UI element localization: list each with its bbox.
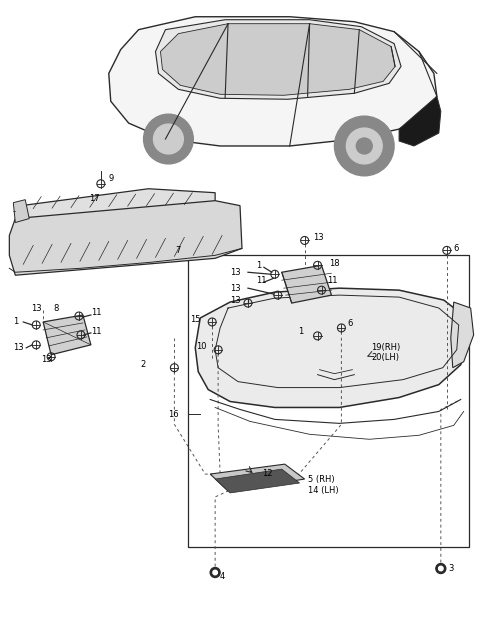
- Text: 1: 1: [298, 328, 303, 336]
- Text: 1: 1: [13, 318, 19, 326]
- Text: 20(LH): 20(LH): [371, 353, 399, 362]
- Circle shape: [436, 564, 446, 573]
- Circle shape: [154, 124, 183, 154]
- Polygon shape: [210, 464, 305, 491]
- Text: 15: 15: [190, 316, 201, 324]
- Text: 4: 4: [220, 572, 226, 581]
- Circle shape: [210, 568, 220, 578]
- Polygon shape: [109, 17, 437, 146]
- Text: 13: 13: [230, 268, 240, 277]
- Text: 13: 13: [230, 284, 240, 293]
- Polygon shape: [9, 201, 242, 275]
- Text: 13: 13: [31, 304, 42, 312]
- Text: 5 (RH): 5 (RH): [308, 474, 334, 484]
- Polygon shape: [399, 96, 441, 146]
- Text: 1: 1: [256, 261, 261, 270]
- Text: 2: 2: [140, 360, 145, 369]
- Text: 14 (LH): 14 (LH): [308, 486, 338, 495]
- Text: 8: 8: [53, 304, 59, 312]
- Polygon shape: [282, 265, 332, 303]
- Text: 11: 11: [91, 307, 101, 316]
- Polygon shape: [13, 200, 29, 222]
- Polygon shape: [43, 315, 91, 355]
- Text: 6: 6: [454, 244, 459, 253]
- Circle shape: [356, 138, 372, 154]
- Text: 13: 13: [13, 343, 24, 352]
- Circle shape: [144, 114, 193, 164]
- Text: 11: 11: [256, 276, 266, 285]
- Text: 13: 13: [313, 233, 324, 242]
- Circle shape: [347, 128, 382, 164]
- Text: 13: 13: [230, 295, 240, 304]
- Text: 18: 18: [329, 259, 340, 268]
- Text: 13: 13: [41, 355, 52, 364]
- Text: 6: 6: [348, 319, 353, 328]
- Text: 12: 12: [262, 469, 272, 478]
- Circle shape: [439, 566, 443, 571]
- Text: 17: 17: [89, 194, 99, 203]
- Polygon shape: [21, 189, 215, 222]
- Text: 10: 10: [196, 342, 207, 352]
- Polygon shape: [160, 24, 395, 95]
- Polygon shape: [451, 302, 474, 368]
- Circle shape: [213, 570, 217, 575]
- Text: 16: 16: [168, 410, 179, 419]
- Text: 19(RH): 19(RH): [371, 343, 400, 352]
- Text: 3: 3: [449, 564, 454, 573]
- Polygon shape: [215, 469, 300, 493]
- Text: 11: 11: [91, 328, 101, 336]
- Text: 11: 11: [327, 276, 338, 285]
- Text: 9: 9: [109, 175, 114, 183]
- Polygon shape: [195, 288, 468, 408]
- Circle shape: [335, 116, 394, 176]
- Polygon shape: [156, 20, 401, 100]
- Text: 7: 7: [175, 246, 181, 255]
